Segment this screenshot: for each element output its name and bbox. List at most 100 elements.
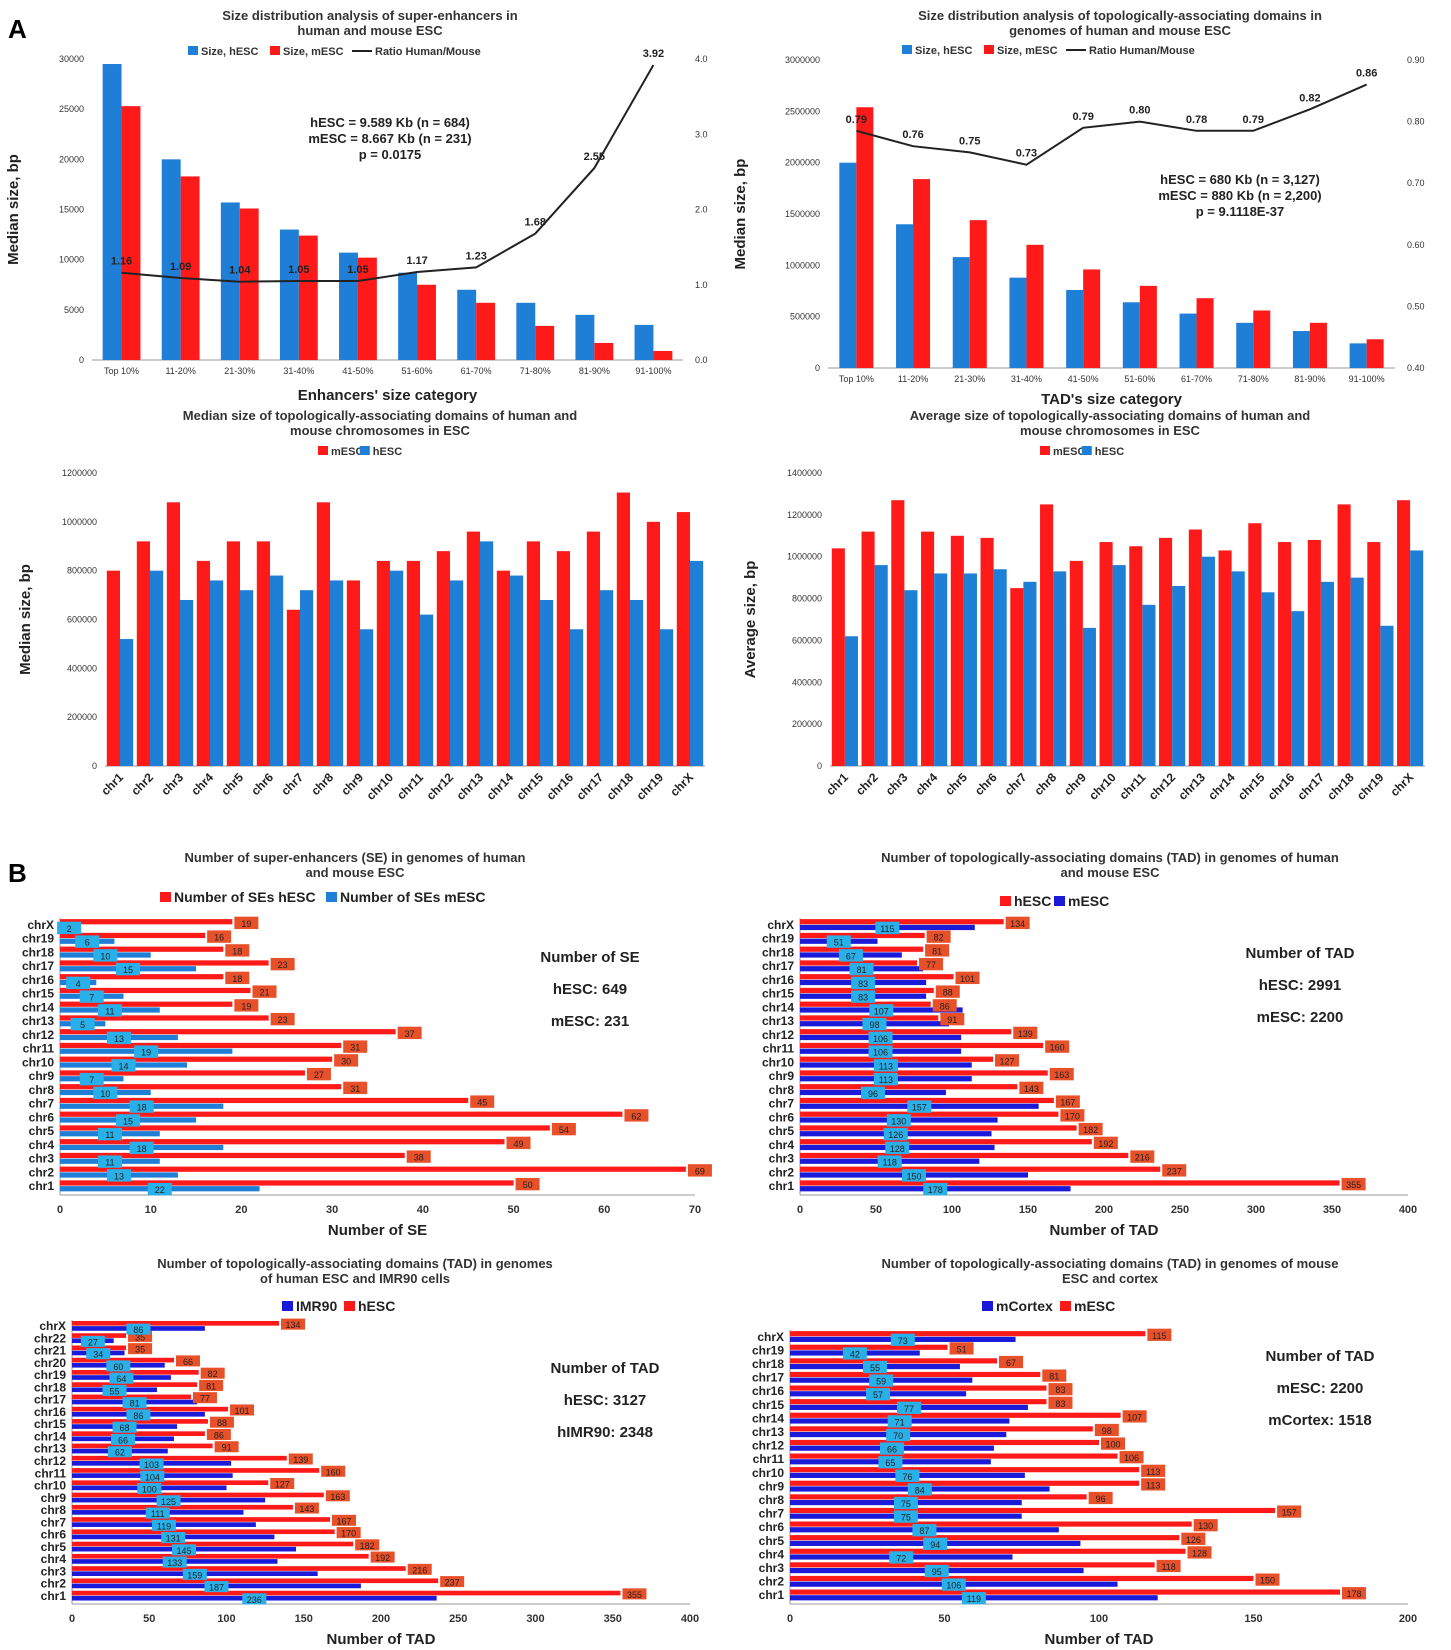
legend-item-label: Number of SEs hESC: [174, 889, 316, 905]
x-tick-label: chr11: [394, 770, 426, 802]
bar-mesc: [790, 1412, 1121, 1418]
data-label-box: [204, 1581, 229, 1593]
bar-hesc: [72, 1419, 208, 1424]
data-label-box: [842, 1347, 867, 1360]
count-annotation: mESC: 231: [551, 1013, 629, 1030]
data-label: 66: [118, 1435, 128, 1445]
data-label: 106: [1124, 1453, 1139, 1463]
bar-size-hesc: [102, 64, 122, 361]
x-tick-label: chr16: [544, 770, 577, 803]
x-tick-label: chr3: [883, 770, 911, 798]
x-tick-label: 0: [797, 1204, 803, 1216]
data-label-box: [949, 1342, 974, 1355]
bar-mesc: [1069, 560, 1083, 766]
data-label: 106: [873, 1048, 888, 1058]
x-tick-label: chr15: [1235, 770, 1268, 803]
data-label: 237: [1167, 1166, 1182, 1176]
x-tick-label: chr13: [454, 770, 487, 803]
data-label: 127: [1000, 1056, 1015, 1066]
x-tick-label: 150: [1019, 1204, 1037, 1216]
data-label-box: [869, 1374, 894, 1387]
stats-annotation: hESC = 680 Kb (n = 3,127): [1160, 172, 1320, 187]
data-label: 35: [135, 1345, 145, 1355]
data-label: 86: [940, 1001, 950, 1011]
bar-size-mesc: [357, 257, 377, 360]
x-tick-label: 70: [689, 1204, 701, 1216]
chart-title-line: mouse chromosomes in ESC: [290, 423, 470, 438]
data-label: 15: [123, 1116, 133, 1126]
bar-size-mesc: [121, 106, 141, 360]
data-label-box: [106, 1360, 131, 1372]
bar-hesc: [800, 1070, 1048, 1076]
bar-hesc: [1053, 571, 1067, 766]
legend-item-swatch: [1060, 1301, 1071, 1311]
bar-hesc: [800, 1139, 1092, 1145]
data-label-box: [440, 1576, 465, 1588]
data-label: 160: [1050, 1043, 1065, 1053]
x-tick-label: 20: [235, 1204, 247, 1216]
bar-mesc: [1159, 537, 1173, 766]
y-tick-label: chr7: [41, 1515, 67, 1529]
bar-number-of-ses-hesc: [60, 1042, 342, 1049]
y-tick-label: chr8: [759, 1493, 785, 1507]
legend-item-label: hESC: [373, 446, 402, 458]
data-label: 98: [869, 1020, 879, 1030]
y2-tick-label: 2.0: [695, 205, 708, 215]
bar-hesc: [72, 1431, 205, 1436]
x-tick-label: 60: [598, 1204, 610, 1216]
x-tick-label: 50: [143, 1613, 155, 1625]
data-label: 355: [1346, 1180, 1361, 1190]
x-tick-label: 50: [870, 1204, 882, 1216]
data-label-box: [207, 930, 232, 943]
legend-item-swatch: [1054, 896, 1065, 906]
bar-size-mesc: [969, 220, 987, 368]
bar-size-mesc: [653, 350, 673, 360]
data-label: 87: [919, 1526, 929, 1536]
bar-hesc: [510, 575, 524, 766]
y-tick-label: chr19: [762, 932, 794, 946]
data-label-box: [1162, 1164, 1187, 1177]
data-label-box: [869, 1004, 894, 1017]
bar-hesc: [72, 1370, 199, 1375]
data-label-box: [1141, 1464, 1166, 1477]
data-label: 23: [278, 1015, 288, 1025]
data-label-box: [209, 1416, 234, 1428]
data-label: 86: [133, 1325, 143, 1335]
data-label: 4: [76, 979, 81, 989]
y-tick-label: chr17: [762, 959, 794, 973]
data-label: 60: [113, 1362, 123, 1372]
chart-title-line: Size distribution analysis of super-enha…: [222, 8, 518, 23]
data-label-box: [242, 1593, 267, 1605]
data-label: 81: [857, 965, 867, 975]
data-label: 16: [214, 933, 224, 943]
ratio-data-label: 1.09: [170, 261, 191, 273]
bar-number-of-ses-hesc: [60, 1111, 623, 1117]
bar-size-hesc: [1292, 331, 1310, 368]
x-tick-label: 40: [417, 1204, 429, 1216]
data-label: 150: [906, 1171, 921, 1181]
bar-size-mesc: [239, 208, 259, 360]
y-tick-label: 200000: [792, 719, 822, 729]
bar-number-of-ses-hesc: [60, 1166, 686, 1172]
data-label: 19: [241, 1001, 251, 1011]
data-label: 81: [206, 1381, 216, 1391]
bar-size-mesc: [180, 176, 200, 360]
bar-number-of-ses-hesc: [60, 974, 224, 980]
data-label: 71: [895, 1417, 905, 1427]
data-label-box: [57, 921, 82, 935]
data-label: 101: [235, 1406, 250, 1416]
ratio-data-label: 0.73: [1016, 148, 1037, 160]
data-label: 82: [208, 1369, 218, 1379]
bar-number-of-ses-hesc: [60, 987, 251, 994]
data-label-box: [907, 1483, 932, 1496]
legend-item-label: Size, mESC: [997, 45, 1058, 57]
bar-hesc: [800, 1001, 931, 1007]
data-label-box: [66, 976, 91, 990]
bar-mesc: [891, 500, 905, 766]
bar-mesc: [1367, 542, 1381, 766]
x-tick-label: 91-100%: [1349, 374, 1385, 384]
data-label-box: [860, 1086, 885, 1100]
chart-average-tad-size-by-chromosome: Average size of topologically-associatin…: [742, 408, 1425, 803]
legend-item-swatch: [1040, 446, 1050, 455]
x-tick-label: 41-50%: [1068, 374, 1099, 384]
